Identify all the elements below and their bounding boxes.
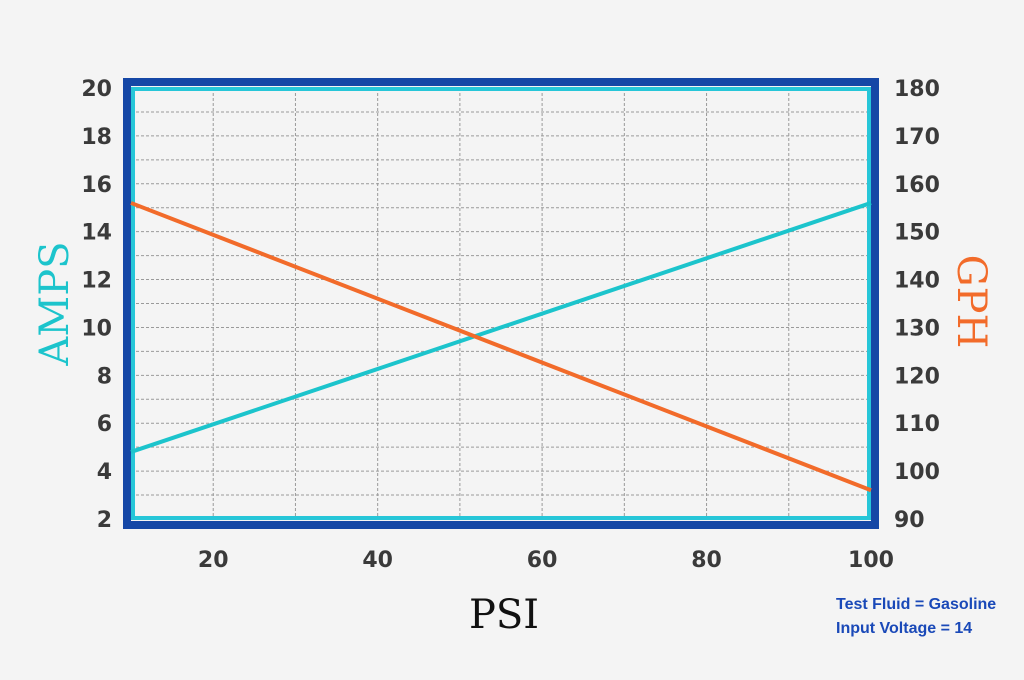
y-tick-label-left: 4 (97, 460, 112, 485)
x-tick-label: 20 (198, 548, 229, 573)
series-line-amps (130, 201, 872, 454)
plot-border (131, 87, 871, 520)
ticks-group: 2468101214161820901001101201301401501601… (81, 77, 940, 573)
y-tick-label-right: 150 (894, 221, 940, 246)
y-tick-label-left: 20 (81, 77, 112, 102)
y-tick-label-left: 10 (81, 316, 112, 341)
y-tick-label-left: 14 (81, 221, 112, 246)
chart-frame (123, 78, 879, 529)
y-tick-label-left: 8 (97, 364, 112, 389)
x-axis-title: PSI (469, 592, 539, 638)
y-tick-label-left: 16 (81, 173, 112, 198)
y-tick-label-left: 6 (97, 412, 112, 437)
y-tick-label-left: 18 (81, 125, 112, 150)
y-tick-label-right: 140 (894, 269, 940, 294)
x-tick-label: 80 (691, 548, 722, 573)
x-tick-label: 60 (527, 548, 558, 573)
y-tick-label-right: 130 (894, 316, 940, 341)
series-line-gph (130, 201, 872, 493)
y-tick-label-right: 100 (894, 460, 940, 485)
y-tick-label-right: 170 (894, 125, 940, 150)
y-tick-label-left: 2 (97, 508, 112, 533)
y-axis-title-left: AMPS (32, 241, 78, 366)
y-tick-label-left: 12 (81, 269, 112, 294)
y-tick-label-right: 180 (894, 77, 940, 102)
annotation-input-voltage: Input Voltage = 14 (836, 620, 973, 637)
y-tick-label-right: 90 (894, 508, 925, 533)
y-tick-label-right: 110 (894, 412, 940, 437)
y-tick-label-right: 160 (894, 173, 940, 198)
series-group (130, 201, 872, 493)
y-tick-label-right: 120 (894, 364, 940, 389)
grid (131, 88, 871, 519)
x-tick-label: 100 (848, 548, 894, 573)
y-axis-title-right: GPH (948, 255, 994, 349)
x-tick-label: 40 (362, 548, 393, 573)
annotation-test-fluid: Test Fluid = Gasoline (836, 596, 997, 613)
